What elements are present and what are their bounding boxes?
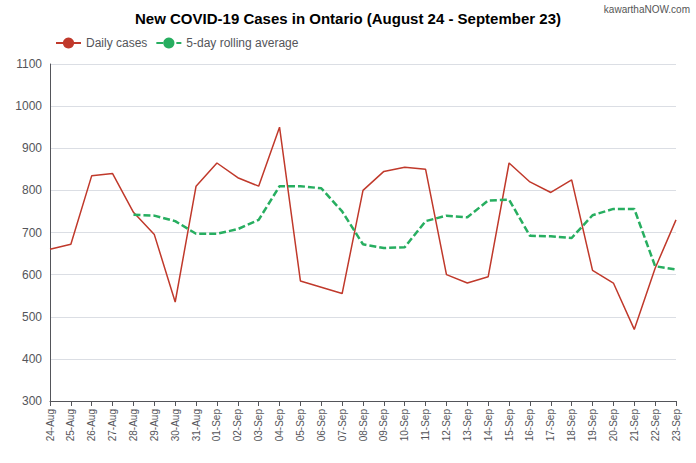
svg-text:23-Sep: 23-Sep: [671, 409, 682, 442]
svg-text:kawarthaNOW.com: kawarthaNOW.com: [604, 4, 690, 15]
svg-text:08-Sep: 08-Sep: [358, 409, 369, 442]
svg-text:16-Sep: 16-Sep: [524, 409, 535, 442]
svg-text:19-Sep: 19-Sep: [587, 409, 598, 442]
svg-text:21-Sep: 21-Sep: [629, 409, 640, 442]
svg-text:15-Sep: 15-Sep: [504, 409, 515, 442]
svg-text:20-Sep: 20-Sep: [608, 409, 619, 442]
svg-text:600: 600: [22, 268, 42, 282]
svg-text:01-Sep: 01-Sep: [211, 409, 222, 442]
svg-text:5-day rolling average: 5-day rolling average: [186, 36, 298, 50]
svg-text:13-Sep: 13-Sep: [462, 409, 473, 442]
svg-text:10-Sep: 10-Sep: [399, 409, 410, 442]
svg-text:700: 700: [22, 226, 42, 240]
svg-text:New COVID-19 Cases in Ontario: New COVID-19 Cases in Ontario (August 24…: [135, 10, 561, 27]
svg-text:500: 500: [22, 310, 42, 324]
svg-text:12-Sep: 12-Sep: [441, 409, 452, 442]
svg-text:300: 300: [22, 394, 42, 408]
svg-text:05-Sep: 05-Sep: [295, 409, 306, 442]
svg-text:04-Sep: 04-Sep: [274, 409, 285, 442]
svg-text:1100: 1100: [16, 57, 42, 71]
svg-text:14-Sep: 14-Sep: [483, 409, 494, 442]
svg-text:17-Sep: 17-Sep: [545, 409, 556, 442]
svg-text:30-Aug: 30-Aug: [170, 409, 181, 441]
svg-text:03-Sep: 03-Sep: [253, 409, 264, 442]
svg-text:28-Aug: 28-Aug: [128, 409, 139, 441]
svg-text:07-Sep: 07-Sep: [337, 409, 348, 442]
svg-text:06-Sep: 06-Sep: [316, 409, 327, 442]
svg-text:11-Sep: 11-Sep: [420, 409, 431, 441]
svg-text:1000: 1000: [15, 99, 42, 113]
svg-text:800: 800: [22, 183, 42, 197]
svg-text:25-Aug: 25-Aug: [65, 409, 76, 441]
svg-text:27-Aug: 27-Aug: [107, 409, 118, 441]
svg-text:09-Sep: 09-Sep: [378, 409, 389, 442]
svg-text:Daily cases: Daily cases: [86, 36, 147, 50]
svg-text:22-Sep: 22-Sep: [650, 409, 661, 442]
svg-text:900: 900: [22, 141, 42, 155]
svg-text:29-Aug: 29-Aug: [149, 409, 160, 441]
svg-text:31-Aug: 31-Aug: [191, 409, 202, 441]
svg-text:02-Sep: 02-Sep: [232, 409, 243, 442]
svg-text:24-Aug: 24-Aug: [45, 409, 56, 441]
svg-text:26-Aug: 26-Aug: [86, 409, 97, 441]
svg-text:18-Sep: 18-Sep: [566, 409, 577, 442]
svg-text:400: 400: [22, 352, 42, 366]
